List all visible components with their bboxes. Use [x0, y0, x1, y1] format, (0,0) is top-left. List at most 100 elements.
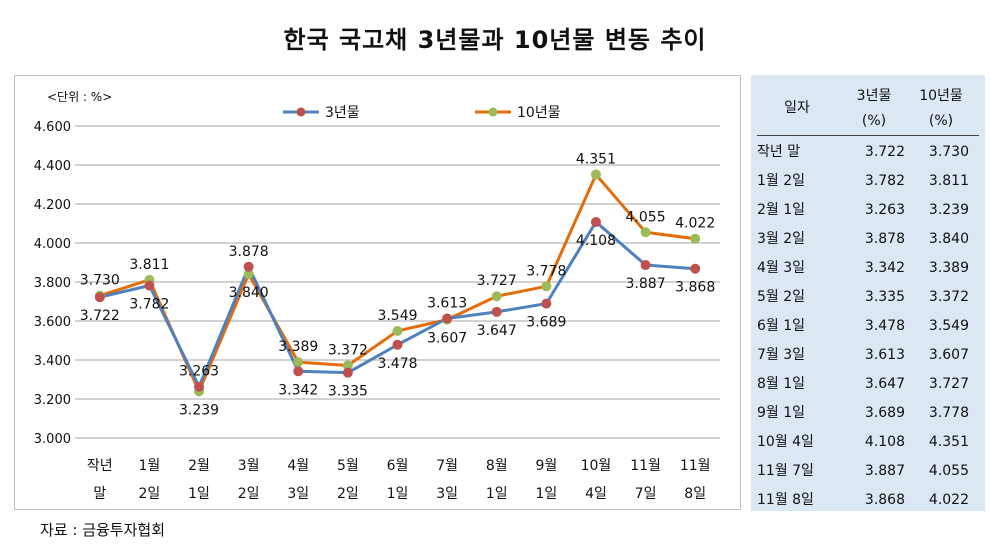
table-row: 11월 7일 3.887 4.055 — [751, 457, 985, 486]
row-date: 7월 3일 — [757, 347, 806, 363]
row-value-10y: 3.778 — [928, 405, 969, 421]
data-label-3y: 3.342 — [278, 382, 318, 398]
data-label-10y: 3.239 — [179, 402, 219, 418]
header-3y-unit: (%) — [861, 113, 887, 129]
legend-10y-label: 10년물 — [517, 105, 561, 121]
data-label-10y: 4.022 — [675, 216, 715, 232]
table-row: 1월 2일 3.782 3.811 — [751, 167, 985, 196]
x-tick-label: 7월 — [436, 458, 458, 474]
x-tick-label: 1일 — [486, 486, 508, 502]
x-tick-label: 10월 — [581, 458, 612, 474]
row-date: 2월 1일 — [757, 202, 806, 218]
data-label-10y: 4.055 — [626, 209, 666, 225]
row-value-10y: 3.840 — [928, 231, 969, 247]
row-value-3y: 3.689 — [864, 405, 905, 421]
row-date: 3월 2일 — [757, 231, 806, 247]
data-point-10y — [640, 227, 651, 238]
row-date: 11월 8일 — [757, 492, 814, 508]
table-row: 4월 3일 3.342 3.389 — [751, 254, 985, 283]
row-value-3y: 3.722 — [864, 144, 905, 160]
data-label-3y: 3.478 — [377, 356, 417, 372]
x-tick-label: 11월 — [630, 458, 661, 474]
table-row: 10월 4일 4.108 4.351 — [751, 428, 985, 457]
data-point-3y — [442, 313, 453, 324]
data-label-3y: 3.868 — [675, 280, 715, 296]
data-point-10y — [491, 291, 502, 302]
row-value-3y: 3.335 — [864, 289, 905, 305]
data-point-3y — [392, 339, 403, 350]
data-point-10y — [293, 357, 304, 368]
x-tick-label: 2일 — [139, 486, 161, 502]
y-tick-label: 3.600 — [34, 315, 71, 330]
data-label-3y: 4.108 — [576, 233, 616, 249]
table-row: 2월 1일 3.263 3.239 — [751, 196, 985, 225]
data-label-10y: 3.730 — [80, 273, 120, 289]
row-value-3y: 3.868 — [864, 492, 905, 508]
row-date: 4월 3일 — [757, 260, 806, 276]
legend-3y-label: 3년물 — [325, 105, 360, 121]
data-label-10y: 3.549 — [377, 308, 417, 324]
x-tick-label: 1일 — [387, 486, 409, 502]
row-value-3y: 3.263 — [864, 202, 905, 218]
data-point-3y — [640, 260, 651, 271]
x-tick-label: 2월 — [188, 458, 210, 474]
row-value-3y: 3.342 — [864, 260, 905, 276]
data-point-10y — [392, 325, 403, 336]
data-point-3y — [194, 381, 205, 392]
x-tick-label: 말 — [93, 486, 106, 502]
data-label-3y: 3.689 — [526, 315, 566, 331]
x-tick-label: 6월 — [387, 458, 409, 474]
data-label-10y: 3.811 — [129, 257, 169, 273]
x-tick-label: 4일 — [585, 486, 607, 502]
x-tick-label: 작년 — [87, 458, 113, 474]
row-value-10y: 3.727 — [928, 376, 969, 392]
data-label-10y: 3.607 — [427, 331, 467, 347]
row-value-3y: 3.478 — [864, 318, 905, 334]
row-value-3y: 3.887 — [864, 463, 905, 479]
y-tick-label: 3.000 — [34, 432, 71, 447]
table-row: 9월 1일 3.689 3.778 — [751, 399, 985, 428]
y-tick-label: 4.000 — [34, 237, 71, 252]
row-value-3y: 3.613 — [864, 347, 905, 363]
data-point-3y — [541, 298, 552, 309]
data-point-3y — [590, 216, 601, 227]
row-date: 5월 2일 — [757, 289, 806, 305]
data-label-3y: 3.878 — [229, 244, 269, 260]
data-label-10y: 3.389 — [278, 339, 318, 355]
row-date: 1월 2일 — [757, 173, 806, 189]
data-label-3y: 3.887 — [626, 276, 666, 292]
y-tick-label: 3.800 — [34, 276, 71, 291]
row-value-10y: 3.372 — [928, 289, 969, 305]
row-date: 6월 1일 — [757, 318, 806, 334]
data-point-10y — [541, 281, 552, 292]
row-date: 11월 7일 — [757, 463, 814, 479]
header-date: 일자 — [784, 100, 810, 116]
row-date: 작년 말 — [757, 144, 801, 160]
row-value-3y: 3.782 — [864, 173, 905, 189]
row-value-10y: 3.811 — [928, 173, 969, 189]
legend-10y-marker — [488, 107, 498, 117]
data-label-3y: 3.647 — [477, 323, 517, 339]
row-value-10y: 4.022 — [928, 492, 969, 508]
chart-panel: <단위 : %> 3.000 3.200 3.400 3.600 3.800 4.000 4… — [14, 75, 741, 510]
y-tick-label: 4.200 — [34, 198, 71, 213]
x-tick-label: 1월 — [139, 458, 161, 474]
x-tick-label: 1일 — [188, 486, 210, 502]
data-point-3y — [144, 280, 155, 291]
table-row: 11월 8일 3.868 4.022 — [751, 486, 985, 515]
legend-3y-marker — [296, 107, 306, 117]
x-tick-label: 3월 — [238, 458, 260, 474]
header-3y: 3년물 — [856, 88, 892, 104]
table-row: 7월 3일 3.613 3.607 — [751, 341, 985, 370]
table-row: 8월 1일 3.647 3.727 — [751, 370, 985, 399]
x-tick-label: 5월 — [337, 458, 359, 474]
chart-title: 한국 국고채 3년물과 10년물 변동 추이 — [283, 26, 707, 54]
x-tick-label: 3일 — [436, 486, 458, 502]
row-value-10y: 3.607 — [928, 347, 969, 363]
row-value-3y: 3.647 — [864, 376, 905, 392]
header-divider — [757, 135, 979, 136]
data-point-3y — [293, 366, 304, 377]
row-date: 9월 1일 — [757, 405, 806, 421]
row-date: 8월 1일 — [757, 376, 806, 392]
x-tick-label: 4월 — [287, 458, 309, 474]
